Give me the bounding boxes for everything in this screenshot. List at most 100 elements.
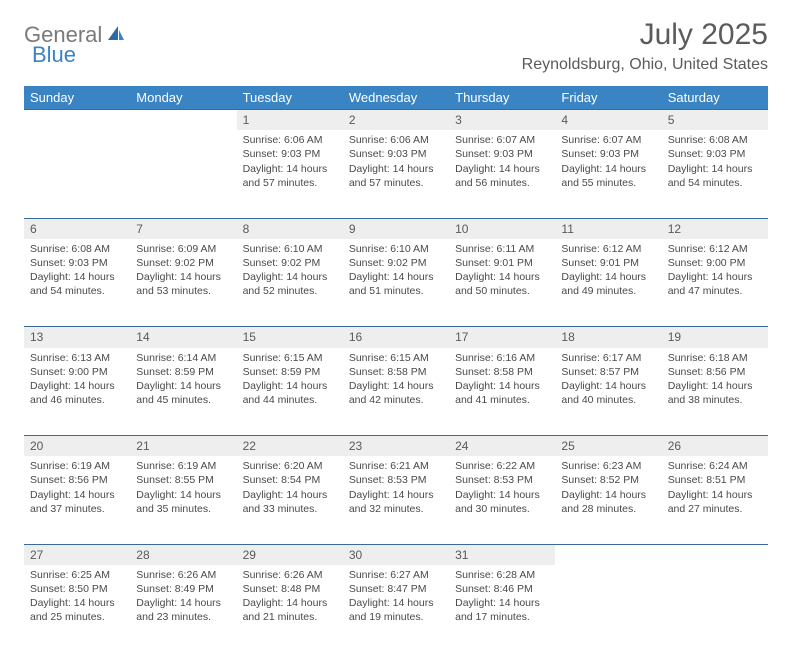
daylight-line: Daylight: 14 hours and 56 minutes. (455, 162, 549, 190)
daylight-line: Daylight: 14 hours and 57 minutes. (243, 162, 337, 190)
sunset-line: Sunset: 9:00 PM (30, 365, 124, 379)
week-2-numrow: 13141516171819 (24, 327, 768, 348)
title-block: July 2025 Reynoldsburg, Ohio, United Sta… (522, 18, 768, 74)
sunrise-line: Sunrise: 6:26 AM (136, 568, 230, 582)
daynum-cell (130, 110, 236, 131)
sunrise-line: Sunrise: 6:11 AM (455, 242, 549, 256)
week-3-contentrow: Sunrise: 6:19 AMSunset: 8:56 PMDaylight:… (24, 456, 768, 544)
daylight-line: Daylight: 14 hours and 57 minutes. (349, 162, 443, 190)
sunrise-line: Sunrise: 6:24 AM (668, 459, 762, 473)
week-1-contentrow: Sunrise: 6:08 AMSunset: 9:03 PMDaylight:… (24, 239, 768, 327)
sunset-line: Sunset: 8:54 PM (243, 473, 337, 487)
logo-text-blue: Blue (32, 42, 76, 67)
sunrise-line: Sunrise: 6:25 AM (30, 568, 124, 582)
daynum-cell: 18 (555, 327, 661, 348)
day-content-cell (24, 130, 130, 218)
sunset-line: Sunset: 8:59 PM (136, 365, 230, 379)
daylight-line: Daylight: 14 hours and 51 minutes. (349, 270, 443, 298)
sunset-line: Sunset: 9:00 PM (668, 256, 762, 270)
day-content-cell: Sunrise: 6:16 AMSunset: 8:58 PMDaylight:… (449, 348, 555, 436)
dayname-tuesday: Tuesday (237, 86, 343, 110)
daylight-line: Daylight: 14 hours and 45 minutes. (136, 379, 230, 407)
day-content-cell: Sunrise: 6:28 AMSunset: 8:46 PMDaylight:… (449, 565, 555, 653)
daynum-cell: 2 (343, 110, 449, 131)
sunset-line: Sunset: 9:01 PM (455, 256, 549, 270)
day-content-cell (555, 565, 661, 653)
daylight-line: Daylight: 14 hours and 33 minutes. (243, 488, 337, 516)
daylight-line: Daylight: 14 hours and 17 minutes. (455, 596, 549, 624)
sunrise-line: Sunrise: 6:14 AM (136, 351, 230, 365)
dayname-row: SundayMondayTuesdayWednesdayThursdayFrid… (24, 86, 768, 110)
sunset-line: Sunset: 8:56 PM (30, 473, 124, 487)
week-1-numrow: 6789101112 (24, 218, 768, 239)
day-content-cell: Sunrise: 6:07 AMSunset: 9:03 PMDaylight:… (449, 130, 555, 218)
sunrise-line: Sunrise: 6:12 AM (668, 242, 762, 256)
daynum-cell: 15 (237, 327, 343, 348)
daynum-cell: 25 (555, 436, 661, 457)
daynum-cell: 30 (343, 544, 449, 565)
sunset-line: Sunset: 8:59 PM (243, 365, 337, 379)
sunrise-line: Sunrise: 6:09 AM (136, 242, 230, 256)
sunrise-line: Sunrise: 6:10 AM (243, 242, 337, 256)
daylight-line: Daylight: 14 hours and 21 minutes. (243, 596, 337, 624)
sunrise-line: Sunrise: 6:06 AM (349, 133, 443, 147)
daylight-line: Daylight: 14 hours and 41 minutes. (455, 379, 549, 407)
sunset-line: Sunset: 9:03 PM (243, 147, 337, 161)
day-content-cell: Sunrise: 6:12 AMSunset: 9:00 PMDaylight:… (662, 239, 768, 327)
sunrise-line: Sunrise: 6:06 AM (243, 133, 337, 147)
day-content-cell: Sunrise: 6:25 AMSunset: 8:50 PMDaylight:… (24, 565, 130, 653)
daynum-cell: 7 (130, 218, 236, 239)
sunrise-line: Sunrise: 6:13 AM (30, 351, 124, 365)
sunset-line: Sunset: 8:53 PM (455, 473, 549, 487)
day-content-cell: Sunrise: 6:17 AMSunset: 8:57 PMDaylight:… (555, 348, 661, 436)
logo-sail-icon (106, 24, 126, 47)
daylight-line: Daylight: 14 hours and 37 minutes. (30, 488, 124, 516)
sunrise-line: Sunrise: 6:26 AM (243, 568, 337, 582)
day-content-cell: Sunrise: 6:11 AMSunset: 9:01 PMDaylight:… (449, 239, 555, 327)
daylight-line: Daylight: 14 hours and 49 minutes. (561, 270, 655, 298)
daylight-line: Daylight: 14 hours and 25 minutes. (30, 596, 124, 624)
sunset-line: Sunset: 8:57 PM (561, 365, 655, 379)
daynum-cell: 1 (237, 110, 343, 131)
day-content-cell (662, 565, 768, 653)
daynum-cell: 6 (24, 218, 130, 239)
sunset-line: Sunset: 8:49 PM (136, 582, 230, 596)
week-0-contentrow: Sunrise: 6:06 AMSunset: 9:03 PMDaylight:… (24, 130, 768, 218)
daynum-cell (555, 544, 661, 565)
daylight-line: Daylight: 14 hours and 53 minutes. (136, 270, 230, 298)
day-content-cell: Sunrise: 6:13 AMSunset: 9:00 PMDaylight:… (24, 348, 130, 436)
daynum-cell: 14 (130, 327, 236, 348)
daylight-line: Daylight: 14 hours and 54 minutes. (668, 162, 762, 190)
day-content-cell: Sunrise: 6:23 AMSunset: 8:52 PMDaylight:… (555, 456, 661, 544)
location-text: Reynoldsburg, Ohio, United States (522, 56, 768, 74)
daynum-cell: 11 (555, 218, 661, 239)
daynum-cell: 29 (237, 544, 343, 565)
sunrise-line: Sunrise: 6:12 AM (561, 242, 655, 256)
daylight-line: Daylight: 14 hours and 23 minutes. (136, 596, 230, 624)
day-content-cell: Sunrise: 6:12 AMSunset: 9:01 PMDaylight:… (555, 239, 661, 327)
daynum-cell: 26 (662, 436, 768, 457)
daylight-line: Daylight: 14 hours and 50 minutes. (455, 270, 549, 298)
day-content-cell: Sunrise: 6:24 AMSunset: 8:51 PMDaylight:… (662, 456, 768, 544)
daylight-line: Daylight: 14 hours and 28 minutes. (561, 488, 655, 516)
sunset-line: Sunset: 9:03 PM (30, 256, 124, 270)
sunset-line: Sunset: 8:46 PM (455, 582, 549, 596)
day-content-cell: Sunrise: 6:08 AMSunset: 9:03 PMDaylight:… (662, 130, 768, 218)
sunrise-line: Sunrise: 6:15 AM (243, 351, 337, 365)
day-content-cell: Sunrise: 6:20 AMSunset: 8:54 PMDaylight:… (237, 456, 343, 544)
daylight-line: Daylight: 14 hours and 52 minutes. (243, 270, 337, 298)
sunset-line: Sunset: 8:50 PM (30, 582, 124, 596)
daynum-cell: 20 (24, 436, 130, 457)
daylight-line: Daylight: 14 hours and 46 minutes. (30, 379, 124, 407)
sunrise-line: Sunrise: 6:18 AM (668, 351, 762, 365)
sunset-line: Sunset: 9:03 PM (349, 147, 443, 161)
sunset-line: Sunset: 8:51 PM (668, 473, 762, 487)
sunrise-line: Sunrise: 6:19 AM (136, 459, 230, 473)
day-content-cell: Sunrise: 6:07 AMSunset: 9:03 PMDaylight:… (555, 130, 661, 218)
daynum-cell: 24 (449, 436, 555, 457)
daynum-cell (662, 544, 768, 565)
sunrise-line: Sunrise: 6:23 AM (561, 459, 655, 473)
sunrise-line: Sunrise: 6:08 AM (668, 133, 762, 147)
daynum-cell: 17 (449, 327, 555, 348)
daylight-line: Daylight: 14 hours and 47 minutes. (668, 270, 762, 298)
